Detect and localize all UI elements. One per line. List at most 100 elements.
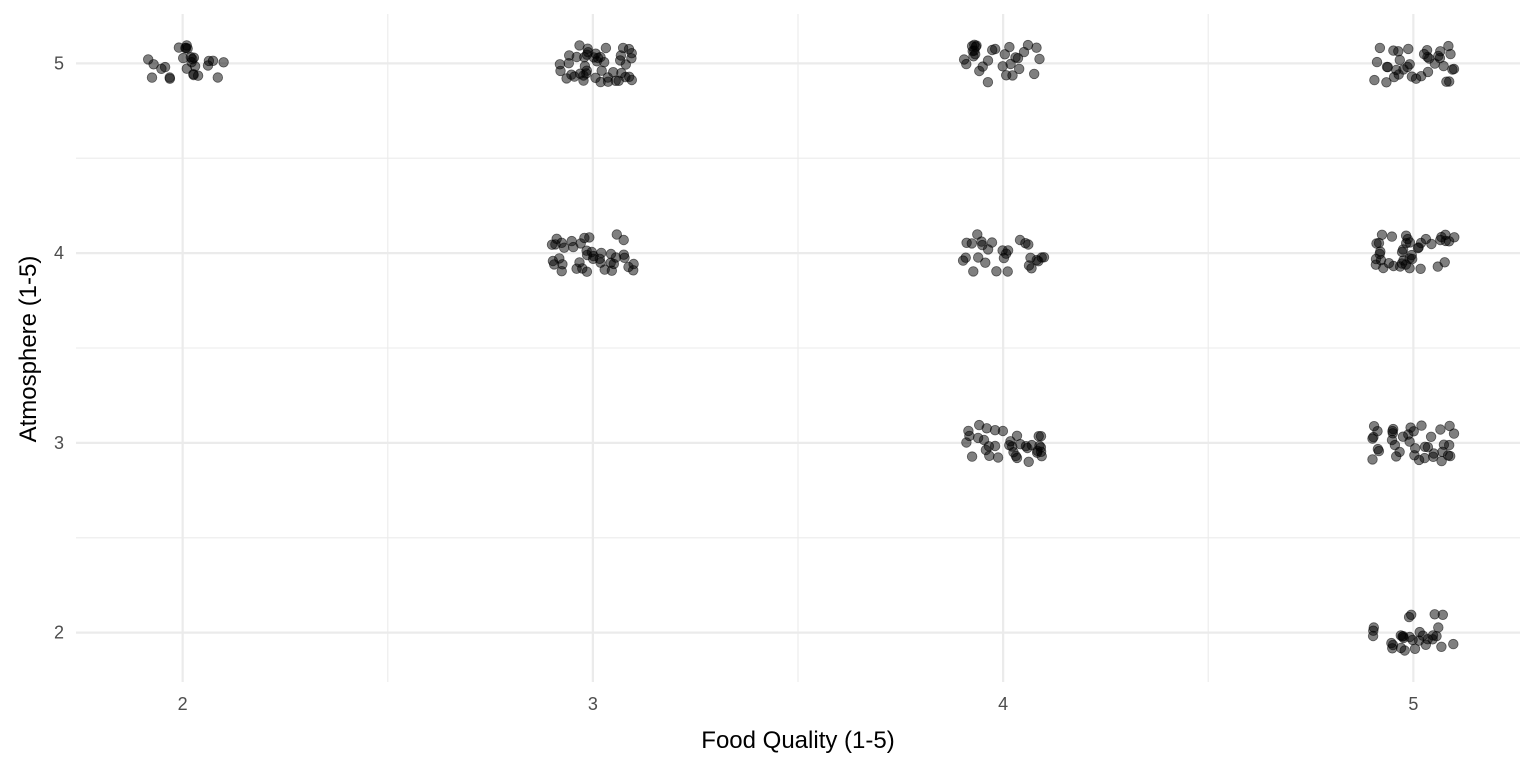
data-point [997, 61, 1008, 72]
data-point [142, 54, 154, 65]
data-point [1397, 431, 1409, 442]
data-point [1448, 63, 1460, 75]
data-point [600, 42, 612, 54]
data-point [1405, 609, 1417, 621]
data-point [566, 235, 577, 247]
data-point [1376, 229, 1388, 241]
data-point [1374, 42, 1386, 54]
data-point [1409, 643, 1421, 655]
data-point [596, 247, 607, 259]
data-point [987, 44, 998, 56]
data-point [554, 59, 566, 70]
data-point [968, 266, 979, 277]
data-point [626, 53, 637, 64]
data-point [1368, 421, 1380, 432]
data-point [1035, 442, 1047, 453]
data-point [575, 238, 586, 249]
data-point [608, 66, 619, 78]
data-point [1437, 609, 1449, 621]
y-tick-label: 4 [54, 243, 64, 263]
data-point [1435, 424, 1446, 435]
data-point [972, 432, 984, 444]
data-point [586, 246, 598, 258]
data-point [1387, 639, 1399, 651]
data-point [1012, 53, 1024, 64]
data-point [173, 42, 185, 53]
data-point [1395, 630, 1407, 641]
data-point [1427, 630, 1439, 641]
data-point [1415, 70, 1427, 82]
data-point [1403, 43, 1414, 55]
y-tick-label: 2 [54, 623, 64, 643]
x-tick-label: 5 [1408, 694, 1418, 714]
data-point [1432, 261, 1444, 272]
y-tick-label: 3 [54, 433, 64, 453]
data-point [982, 76, 994, 88]
data-point [218, 57, 229, 68]
data-point [582, 43, 593, 54]
data-point [1371, 56, 1383, 68]
data-point [1381, 77, 1392, 88]
data-point [188, 52, 200, 63]
data-point [1442, 450, 1454, 461]
x-tick-label: 4 [998, 694, 1008, 714]
data-point [1434, 52, 1446, 64]
data-point [212, 72, 224, 83]
x-tick-label: 3 [588, 694, 598, 714]
data-point [966, 451, 978, 462]
data-point [615, 55, 626, 66]
data-point [1002, 266, 1013, 277]
data-point [547, 255, 559, 267]
data-point [1367, 454, 1378, 465]
data-point [1369, 74, 1380, 86]
data-point [571, 263, 582, 274]
data-point [1031, 42, 1042, 53]
data-point [1448, 428, 1460, 439]
data-point [1436, 641, 1447, 653]
data-point [1033, 431, 1044, 442]
data-point [1400, 230, 1412, 241]
data-point [998, 252, 1010, 264]
data-point [610, 252, 622, 263]
data-point [626, 74, 638, 86]
data-point [1426, 238, 1437, 250]
x-tick-labels: 2 3 4 5 [178, 694, 1419, 714]
data-point [1443, 40, 1454, 52]
data-point [617, 42, 629, 54]
data-point [1433, 622, 1444, 633]
data-point [569, 71, 580, 82]
data-point [1443, 439, 1455, 451]
data-point [973, 252, 984, 263]
data-point [618, 234, 629, 246]
data-point [1368, 625, 1379, 636]
data-point [1441, 76, 1452, 87]
data-point [1407, 634, 1418, 646]
data-point [1414, 626, 1425, 638]
data-point [992, 452, 1004, 463]
data-point [1007, 70, 1018, 81]
data-point [1422, 442, 1434, 453]
data-point [977, 61, 988, 72]
data-point [546, 239, 558, 250]
data-point [1011, 452, 1023, 464]
data-point [1444, 420, 1455, 432]
data-point [1023, 456, 1034, 468]
data-point [207, 55, 219, 67]
data-point [1387, 425, 1398, 437]
data-point [984, 450, 995, 462]
data-point [1025, 252, 1036, 263]
y-tick-label: 5 [54, 53, 64, 73]
data-point [164, 72, 175, 83]
data-point [1034, 53, 1045, 65]
data-point [590, 72, 601, 84]
data-point [991, 266, 1002, 277]
x-axis-title: Food Quality (1-5) [701, 727, 894, 754]
data-point [1440, 229, 1451, 241]
data-point [1014, 234, 1026, 246]
data-point [1026, 263, 1037, 274]
data-point [599, 264, 610, 275]
data-point [980, 257, 991, 268]
data-point [1004, 41, 1015, 53]
data-point [613, 75, 624, 87]
